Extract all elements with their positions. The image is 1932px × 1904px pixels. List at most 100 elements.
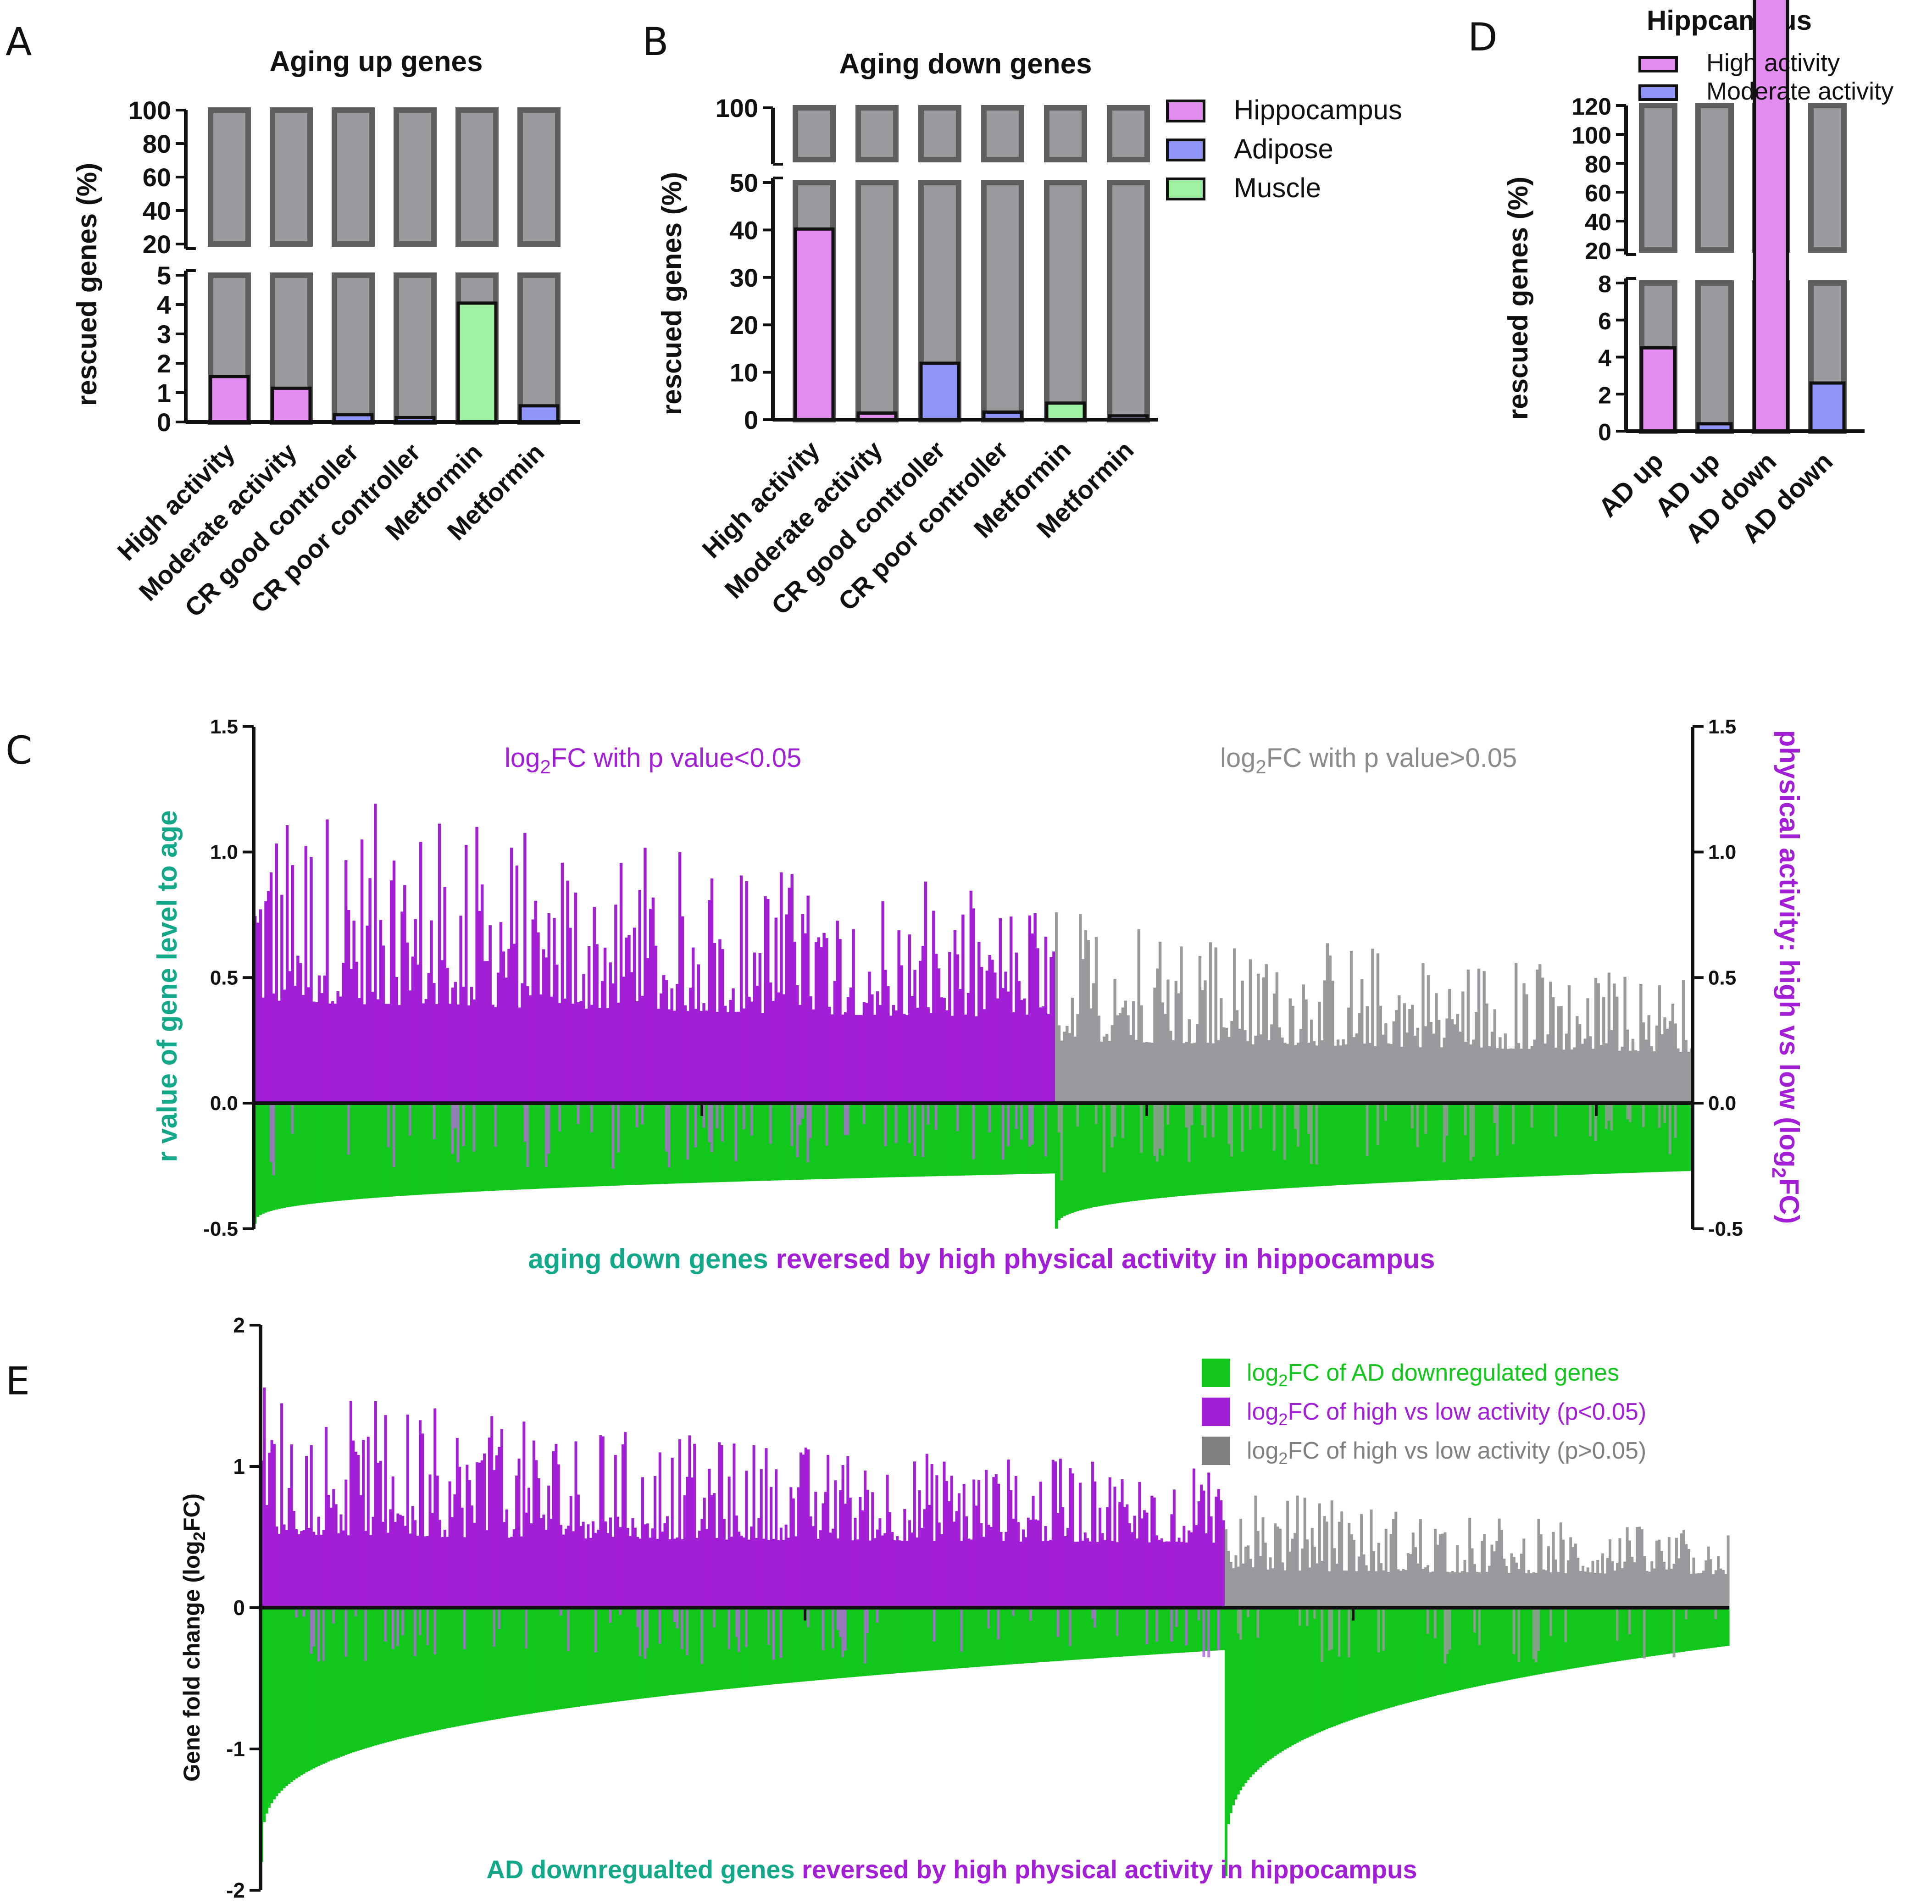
- panel-letter-e: E: [6, 1359, 30, 1404]
- bar-ad-log2fc: [560, 1608, 563, 1710]
- bar-ad-log2fc: [1126, 1608, 1129, 1656]
- bar-activity-log2fc: [1087, 940, 1090, 1103]
- bar-r-value: [996, 1103, 999, 1175]
- bar-activity-log2fc: [1475, 1012, 1478, 1103]
- bar-ad-log2fc: [1454, 1608, 1456, 1692]
- bar-r-value: [1326, 1103, 1329, 1186]
- bar-activity-log2fc: [1512, 1557, 1516, 1608]
- bar-total-lower: [855, 180, 899, 422]
- bar-activity-log2fc: [924, 881, 927, 1103]
- bar-activity-log2fc: [544, 1530, 548, 1608]
- bar-activity-log2fc: [878, 1005, 882, 1103]
- bar-activity-log2fc: [358, 998, 361, 1103]
- bar-ad-log2fc: [1321, 1608, 1324, 1732]
- bar-activity-log2fc: [955, 1511, 958, 1608]
- bar-r-value: [1485, 1103, 1488, 1178]
- bar-ad-log2fc: [1326, 1608, 1328, 1729]
- bar-activity-log2fc: [1121, 1479, 1124, 1608]
- bar-activity-log2fc: [582, 1521, 585, 1608]
- bar-activity-log2fc: [770, 1487, 773, 1608]
- bar-r-value: [1259, 1103, 1263, 1190]
- bar-r-value: [1456, 1103, 1459, 1180]
- bar-r-value: [910, 1103, 914, 1177]
- bar-r-value: [1076, 1103, 1079, 1211]
- bar-ad-log2fc: [1183, 1608, 1186, 1653]
- bar-activity-log2fc: [1667, 1537, 1671, 1608]
- bar-activity-log2fc: [1202, 1490, 1205, 1608]
- bar-ad-log2fc: [1680, 1608, 1683, 1652]
- bar-activity-log2fc: [366, 1437, 370, 1608]
- bar-ad-log2fc: [614, 1608, 617, 1702]
- bar-ad-log2fc: [1596, 1608, 1599, 1665]
- bar-r-value: [475, 1103, 478, 1192]
- bar-r-value: [707, 1103, 711, 1182]
- bar-r-value: [344, 1103, 348, 1200]
- bar-activity-log2fc: [755, 1538, 758, 1608]
- bar-activity-log2fc: [1668, 1021, 1672, 1103]
- bar-ad-log2fc: [1079, 1608, 1082, 1660]
- bar-rescued-value: [794, 227, 835, 422]
- bar-ad-log2fc: [1316, 1608, 1319, 1733]
- bar-activity-log2fc: [804, 1447, 807, 1608]
- bar-activity-log2fc: [280, 1403, 283, 1608]
- bar-ad-log2fc: [1291, 1608, 1294, 1746]
- bar-activity-log2fc: [1183, 1043, 1186, 1103]
- bar-activity-log2fc: [577, 1494, 580, 1608]
- bar-activity-log2fc: [1081, 1540, 1084, 1608]
- bar-activity-log2fc: [641, 1477, 644, 1608]
- bar-ad-log2fc: [364, 1608, 367, 1749]
- bar-activity-log2fc: [1328, 1571, 1331, 1608]
- bar-activity-log2fc: [629, 1536, 632, 1608]
- bar-r-value: [889, 1103, 893, 1177]
- bar-activity-log2fc: [1675, 1538, 1678, 1608]
- bar-activity-log2fc: [1164, 1014, 1167, 1103]
- bar-activity-log2fc: [619, 863, 623, 1103]
- bar-activity-log2fc-negative: [727, 1608, 731, 1649]
- y-tick-label: 1: [233, 1454, 245, 1478]
- bar-activity-log2fc: [1658, 1539, 1661, 1608]
- bar-activity-log2fc: [542, 949, 545, 1103]
- bar-r-value: [1445, 1103, 1449, 1180]
- bar-r-value: [651, 1103, 655, 1184]
- bar-ad-log2fc: [881, 1608, 884, 1675]
- bar-activity-log2fc: [760, 1469, 763, 1608]
- bar-activity-log2fc: [512, 944, 516, 1103]
- bar-activity-log2fc: [1198, 956, 1202, 1103]
- bar-r-value: [304, 1103, 308, 1205]
- bar-activity-log2fc: [861, 1510, 864, 1608]
- bar-ad-log2fc: [663, 1608, 666, 1696]
- bar-ad-log2fc: [1707, 1608, 1710, 1649]
- bar-activity-log2fc: [1538, 964, 1542, 1103]
- bar-activity-log2fc-negative: [472, 1103, 476, 1152]
- bar-activity-log2fc: [789, 1487, 793, 1608]
- bar-r-value: [1597, 1103, 1600, 1174]
- bar-activity-log2fc-negative: [876, 1608, 879, 1623]
- bar-activity-log2fc: [953, 930, 957, 1103]
- bar-ad-log2fc: [446, 1608, 449, 1729]
- bar-activity-log2fc: [1190, 1532, 1193, 1608]
- bar-ad-log2fc: [1404, 1608, 1407, 1704]
- bar-activity-log2fc: [1490, 1544, 1493, 1608]
- bar-activity-log2fc: [1279, 1528, 1282, 1608]
- bar-ad-log2fc: [1061, 1608, 1065, 1661]
- bar-activity-log2fc: [1113, 1487, 1116, 1608]
- bar-r-value: [750, 1103, 754, 1182]
- bar-ad-log2fc: [718, 1608, 721, 1690]
- bar-activity-log2fc: [1663, 1017, 1666, 1103]
- bar-activity-log2fc: [1395, 1010, 1398, 1103]
- bar-activity-log2fc: [1138, 1482, 1141, 1608]
- bar-activity-log2fc: [661, 1532, 664, 1608]
- bar-activity-log2fc: [769, 982, 772, 1103]
- bar-activity-log2fc: [490, 1416, 494, 1608]
- bar-ad-log2fc: [1367, 1608, 1371, 1715]
- bar-activity-log2fc: [391, 1476, 394, 1608]
- bar-activity-log2fc: [1503, 1559, 1506, 1608]
- bar-activity-log2fc: [1567, 985, 1571, 1103]
- bar-activity-log2fc: [304, 846, 308, 1103]
- bar-activity-log2fc: [1165, 1541, 1168, 1608]
- bar-ad-log2fc: [1294, 1608, 1297, 1744]
- bar-activity-log2fc: [1539, 1534, 1543, 1608]
- bar-activity-log2fc: [1185, 1042, 1188, 1103]
- bar-activity-log2fc: [368, 878, 372, 1103]
- bar-ad-log2fc: [1163, 1608, 1166, 1654]
